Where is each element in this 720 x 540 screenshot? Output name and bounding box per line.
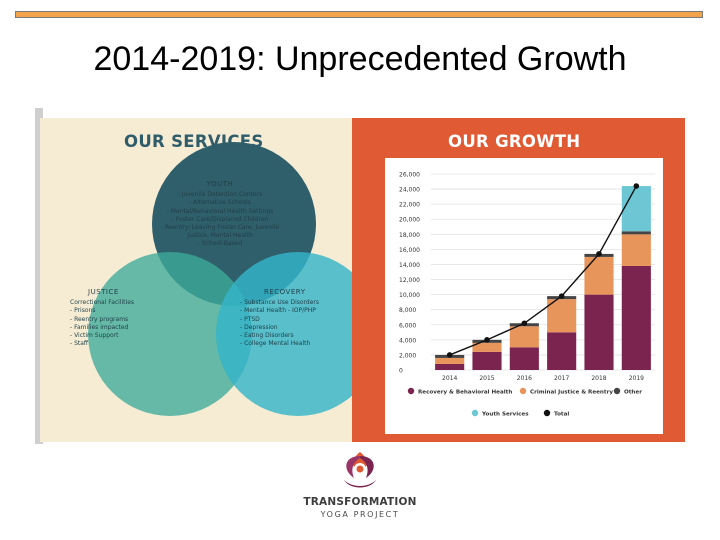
bar-segment [621, 231, 651, 235]
justice-item: - Prisons [70, 307, 96, 315]
slide-title: 2014-2019: Unprecedented Growth [93, 40, 627, 78]
justice-item: - Reentry programs [70, 315, 129, 323]
legend-swatch [543, 409, 551, 417]
growth-chart: 0 2,000 4,000 6,000 8,000 10,000 12,000 14,000 1… [399, 172, 655, 417]
x-tick-label: 2016 [517, 375, 532, 382]
logo: TRANSFORMATION YOGA PROJECT [300, 450, 420, 530]
total-line [449, 185, 637, 356]
recovery-list: RECOVERY - Substance Use Disorders - Men… [240, 288, 355, 348]
youth-item: - Juvenile Detention Centers [177, 191, 263, 199]
y-tick-label: 4,000 [399, 337, 416, 344]
image-shadow [35, 108, 43, 444]
bar-segment [584, 256, 614, 295]
y-tick-label: 18,000 [399, 232, 420, 239]
legend-swatch [407, 387, 415, 395]
recovery-item: - Eating Disorders [240, 332, 294, 340]
growth-heading: OUR GROWTH [448, 132, 581, 151]
justice-item: - Victim Support [70, 332, 119, 340]
youth-title: YOUTH [206, 180, 234, 188]
justice-item: Correctional Facilities [70, 299, 135, 307]
bar-segment [621, 234, 651, 266]
recovery-title: RECOVERY [264, 288, 306, 296]
y-tick-label: 20,000 [399, 217, 420, 224]
x-tick-label: 2018 [591, 375, 606, 382]
bar-segment [472, 342, 502, 352]
x-tick-label: 2017 [554, 375, 569, 382]
recovery-circle [216, 252, 352, 416]
y-tick-label: 26,000 [399, 172, 420, 179]
recovery-item: - Mental Health - IOP/PHP [240, 307, 316, 315]
x-tick-label: 2015 [479, 375, 494, 382]
bar-segment [584, 294, 614, 370]
y-tick-label: 24,000 [399, 187, 420, 194]
justice-item: - Staff [70, 340, 89, 348]
legend-label: Other [624, 389, 642, 395]
services-panel: OUR SERVICES YOUTH - Juvenile Detention … [40, 118, 352, 442]
total-point [596, 251, 602, 257]
justice-circle [88, 252, 252, 416]
y-tick-label: 0 [399, 368, 403, 375]
youth-item: - Foster Care/Displaced Children [171, 215, 269, 223]
services-venn-diagram [88, 142, 352, 416]
bar-segment [621, 186, 651, 232]
youth-item: - Reentry: Leaving Foster Care, Juvenile [160, 224, 280, 232]
legend-label: Criminal Justice & Reentry [530, 389, 613, 395]
y-tick-label: 16,000 [399, 247, 420, 254]
y-tick-label: 2,000 [399, 352, 416, 359]
y-tick-label: 22,000 [399, 202, 420, 209]
legend-swatch [613, 387, 621, 395]
y-tick-label: 12,000 [399, 277, 420, 284]
logo-name: TRANSFORMATION [303, 496, 417, 508]
y-tick-label: 6,000 [399, 322, 416, 329]
total-point [446, 352, 453, 358]
recovery-item: - College Mental Health [240, 340, 311, 348]
bar-segment [435, 357, 465, 364]
youth-item: Justice, Mental Health [187, 232, 253, 240]
top-accent-rule [15, 11, 703, 18]
total-point [521, 320, 528, 327]
justice-list: JUSTICE Correctional Facilities - Prison… [70, 288, 180, 348]
justice-item: - Families impacted [70, 323, 129, 331]
legend-swatch [519, 387, 527, 395]
bar-segment [547, 299, 577, 333]
services-heading: OUR SERVICES [124, 132, 264, 151]
youth-item: - Alternative Schools [189, 199, 251, 207]
youth-item: - School-Based [197, 240, 243, 248]
youth-item: - Mental/Behavioral Health Settings [166, 207, 274, 215]
justice-title: JUSTICE [88, 288, 119, 296]
growth-panel: OUR GROWTH 0 2,000 4,000 6,000 8,000 10,000 12… [352, 118, 685, 442]
total-point [558, 293, 565, 299]
bar-segment [509, 347, 539, 370]
y-tick-label: 14,000 [399, 262, 420, 269]
total-point [484, 337, 490, 343]
bar-segment [472, 351, 502, 370]
x-tick-label: 2014 [442, 375, 457, 382]
legend-label: Total [554, 411, 569, 417]
recovery-item: - PTSD [240, 315, 260, 323]
bar-segment [509, 326, 539, 348]
logo-subtitle: YOGA PROJECT [320, 510, 400, 519]
total-point [633, 183, 640, 189]
legend-label: Youth Services [481, 411, 529, 417]
bar-segment [547, 332, 577, 370]
y-tick-label: 8,000 [399, 307, 416, 314]
legend-label: Recovery & Behavioral Health [418, 389, 512, 395]
y-tick-label: 10,000 [399, 292, 420, 299]
recovery-item: - Depression [240, 323, 278, 331]
bar-segment [435, 363, 465, 370]
growth-chart-card: 0 2,000 4,000 6,000 8,000 10,000 12,000 14,000 1… [385, 158, 663, 434]
youth-list: YOUTH - Juvenile Detention Centers - Alt… [160, 180, 280, 249]
x-tick-label: 2019 [629, 375, 644, 382]
bar-segment [621, 265, 651, 370]
legend-swatch [471, 409, 479, 417]
recovery-item: - Substance Use Disorders [240, 299, 320, 307]
lotus-logo-icon [344, 452, 376, 488]
